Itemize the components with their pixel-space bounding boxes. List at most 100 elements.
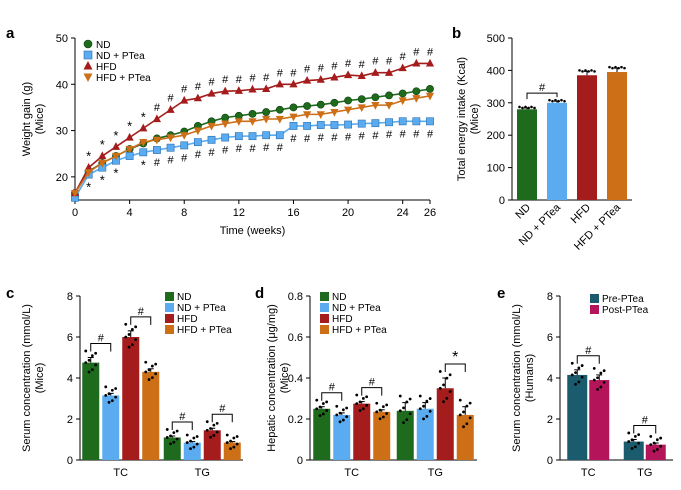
data-point [371, 119, 380, 128]
data-point [84, 169, 93, 177]
data-dot [325, 409, 329, 412]
data-dot [448, 373, 452, 377]
data-dot [627, 431, 631, 435]
y-tick-label: 6 [67, 332, 73, 344]
data-dot [599, 371, 603, 375]
data-dot [229, 439, 232, 443]
data-dot [209, 427, 212, 430]
bar [142, 371, 160, 460]
y-tick-label: 20 [56, 172, 68, 184]
data-dot [659, 444, 663, 448]
x-tick-label: 20 [342, 207, 354, 219]
data-point [275, 131, 284, 140]
data-point [330, 121, 339, 129]
y-tick-label: 6 [547, 332, 553, 344]
data-dot [398, 394, 402, 398]
y-tick-label: 8 [67, 291, 73, 303]
data-point [412, 87, 421, 96]
data-dot [577, 380, 581, 384]
legend-label: ND [96, 40, 110, 51]
data-dot [428, 409, 432, 413]
data-point [303, 111, 312, 119]
data-dot [195, 435, 199, 438]
data-point [234, 118, 243, 126]
data-dot [154, 362, 158, 366]
data-dot [649, 443, 653, 447]
data-dot [345, 415, 349, 419]
bar [577, 75, 597, 200]
data-dot [418, 407, 422, 411]
legend-label: HFD + PTea [177, 325, 232, 336]
data-dot [378, 408, 382, 412]
sig-hash-bottom: # [249, 143, 256, 155]
data-dot [355, 402, 359, 406]
data-dot [225, 441, 229, 444]
sig-bracket [211, 413, 233, 423]
data-dot [458, 398, 462, 402]
data-dot [107, 400, 111, 404]
y-tick-label: 200 [487, 130, 505, 142]
data-point [139, 148, 148, 157]
legend-swatch [165, 292, 174, 301]
data-dot [169, 442, 172, 446]
data-point [193, 127, 202, 136]
data-dot [130, 327, 134, 331]
panel-letter-b: b [452, 25, 461, 42]
data-point [289, 103, 298, 112]
data-point [262, 115, 271, 124]
data-point [412, 58, 421, 67]
bar [203, 430, 221, 460]
data-point [248, 132, 257, 141]
y-tick-label: 50 [56, 33, 68, 45]
sig-hash-top: # [208, 77, 215, 89]
data-dot [557, 99, 560, 103]
data-dot [185, 433, 189, 437]
sig-hash-bottom: # [372, 130, 379, 142]
y-tick-label: 0 [67, 455, 73, 467]
data-dot [127, 333, 131, 336]
data-dot [147, 378, 151, 381]
data-point [248, 110, 257, 118]
data-dot [592, 366, 596, 370]
data-dot [574, 371, 577, 374]
data-dot [652, 449, 656, 453]
data-dot [385, 412, 389, 415]
sig-label: # [539, 82, 546, 94]
data-dot [144, 370, 148, 374]
data-dot [107, 392, 111, 396]
data-dot [90, 368, 94, 372]
data-dot [127, 345, 131, 349]
sig-label: # [585, 345, 592, 357]
data-point [180, 141, 189, 150]
data-point [152, 136, 162, 145]
data-dot [114, 395, 118, 399]
data-dot [192, 436, 196, 440]
bar [517, 109, 537, 200]
bar [567, 374, 588, 460]
legend-label: HFD + PTea [332, 325, 387, 336]
data-dot [418, 394, 422, 398]
sig-hash-top: # [154, 102, 161, 114]
data-dot [637, 441, 641, 445]
data-dot [633, 434, 637, 438]
data-dot [90, 354, 94, 358]
y-tick-label: 0 [547, 455, 553, 467]
data-dot [593, 70, 596, 73]
data-point [412, 117, 421, 126]
data-dot [521, 106, 524, 110]
data-point [152, 114, 162, 123]
data-dot [87, 370, 91, 374]
sig-bracket [361, 387, 383, 396]
data-dot [150, 364, 154, 368]
data-dot [355, 393, 359, 397]
data-dot [633, 445, 637, 449]
data-point [412, 95, 421, 103]
data-dot [215, 430, 219, 434]
data-dot [570, 373, 574, 377]
data-dot [405, 418, 409, 422]
legend-swatch [165, 325, 174, 334]
data-dot [548, 98, 551, 102]
data-point [398, 63, 407, 72]
legend-label: Post-PTea [602, 305, 649, 316]
sig-hash-top: # [263, 72, 270, 84]
